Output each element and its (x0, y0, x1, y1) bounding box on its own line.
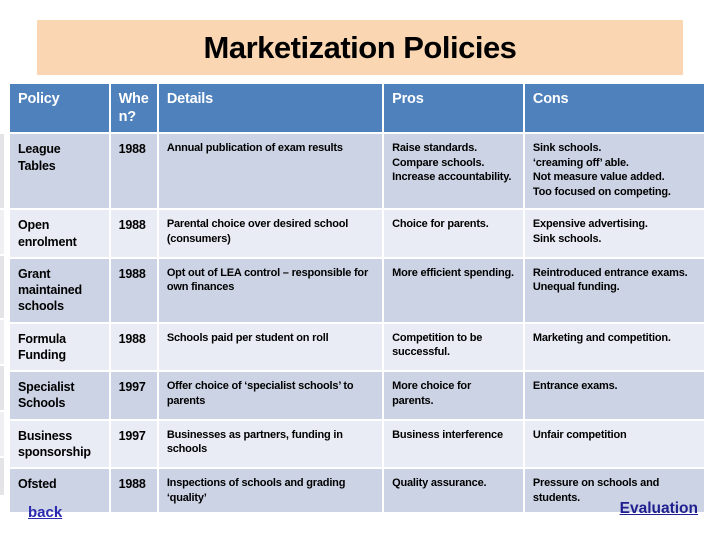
left-edge-segment (0, 320, 4, 364)
when-cell: 1988 (110, 134, 157, 209)
table-row: Formula Funding 1988 Schools paid per st… (10, 323, 704, 370)
details-cell: Annual publication of exam results (158, 134, 383, 209)
details-cell: Opt out of LEA control – responsible for… (158, 258, 383, 322)
table-row: League Tables 1988 Annual publication of… (10, 134, 704, 209)
cons-cell: Sink schools. ‘creaming off’ able. Not m… (524, 134, 704, 209)
policy-cell: Grant maintained schools (10, 258, 109, 322)
cons-cell: Reintroduced entrance exams. Unequal fun… (524, 258, 704, 322)
left-edge-segment (0, 366, 4, 410)
pros-cell: Competition to be successful. (384, 323, 523, 370)
table-row: Ofsted 1988 Inspections of schools and g… (10, 469, 704, 513)
when-cell: 1988 (110, 258, 157, 322)
details-cell: Businesses as partners, funding in schoo… (158, 420, 383, 467)
header-policy: Policy (10, 84, 109, 133)
pros-cell: Choice for parents. (384, 210, 523, 257)
when-cell: 1997 (110, 420, 157, 467)
when-cell: 1997 (110, 372, 157, 419)
left-edge-segment (0, 256, 4, 318)
policy-cell: Open enrolment (10, 210, 109, 257)
table-header-row: Policy When? Details Pros Cons (10, 84, 704, 133)
left-edge-segment (0, 458, 4, 495)
when-cell: 1988 (110, 469, 157, 513)
when-cell: 1988 (110, 210, 157, 257)
when-cell: 1988 (110, 323, 157, 370)
cons-cell: Unfair competition (524, 420, 704, 467)
cons-cell: Pressure on schools and students. (524, 469, 704, 513)
table-row: Grant maintained schools 1988 Opt out of… (10, 258, 704, 322)
pros-cell: Quality assurance. (384, 469, 523, 513)
header-pros: Pros (384, 84, 523, 133)
policy-cell: Business sponsorship (10, 420, 109, 467)
pros-cell: More efficient spending. (384, 258, 523, 322)
policy-cell: Ofsted (10, 469, 109, 513)
policy-cell: League Tables (10, 134, 109, 209)
left-edge-artifact (0, 134, 4, 497)
pros-cell: Raise standards. Compare schools. Increa… (384, 134, 523, 209)
evaluation-link[interactable]: Evaluation (619, 500, 698, 517)
details-cell: Parental choice over desired school (con… (158, 210, 383, 257)
policy-cell: Formula Funding (10, 323, 109, 370)
details-cell: Offer choice of ‘specialist schools’ to … (158, 372, 383, 419)
header-details: Details (158, 84, 383, 133)
left-edge-segment (0, 134, 4, 208)
cons-cell: Expensive advertising. Sink schools. (524, 210, 704, 257)
back-link[interactable]: back (28, 504, 63, 521)
header-cons: Cons (524, 84, 704, 133)
pros-cell: More choice for parents. (384, 372, 523, 419)
header-when: When? (110, 84, 157, 133)
pros-cell: Business interference (384, 420, 523, 467)
marketization-policies-table: Policy When? Details Pros Cons League Ta… (8, 82, 706, 514)
cons-cell: Entrance exams. (524, 372, 704, 419)
title-banner: Marketization Policies (37, 20, 683, 75)
table-row: Open enrolment 1988 Parental choice over… (10, 210, 704, 257)
details-cell: Schools paid per student on roll (158, 323, 383, 370)
left-edge-segment (0, 412, 4, 456)
page-title: Marketization Policies (203, 29, 517, 65)
cons-cell: Marketing and competition. (524, 323, 704, 370)
left-edge-segment (0, 210, 4, 254)
policy-cell: Specialist Schools (10, 372, 109, 419)
details-cell: Inspections of schools and grading ‘qual… (158, 469, 383, 513)
table-row: Business sponsorship 1997 Businesses as … (10, 420, 704, 467)
table-row: Specialist Schools 1997 Offer choice of … (10, 372, 704, 419)
